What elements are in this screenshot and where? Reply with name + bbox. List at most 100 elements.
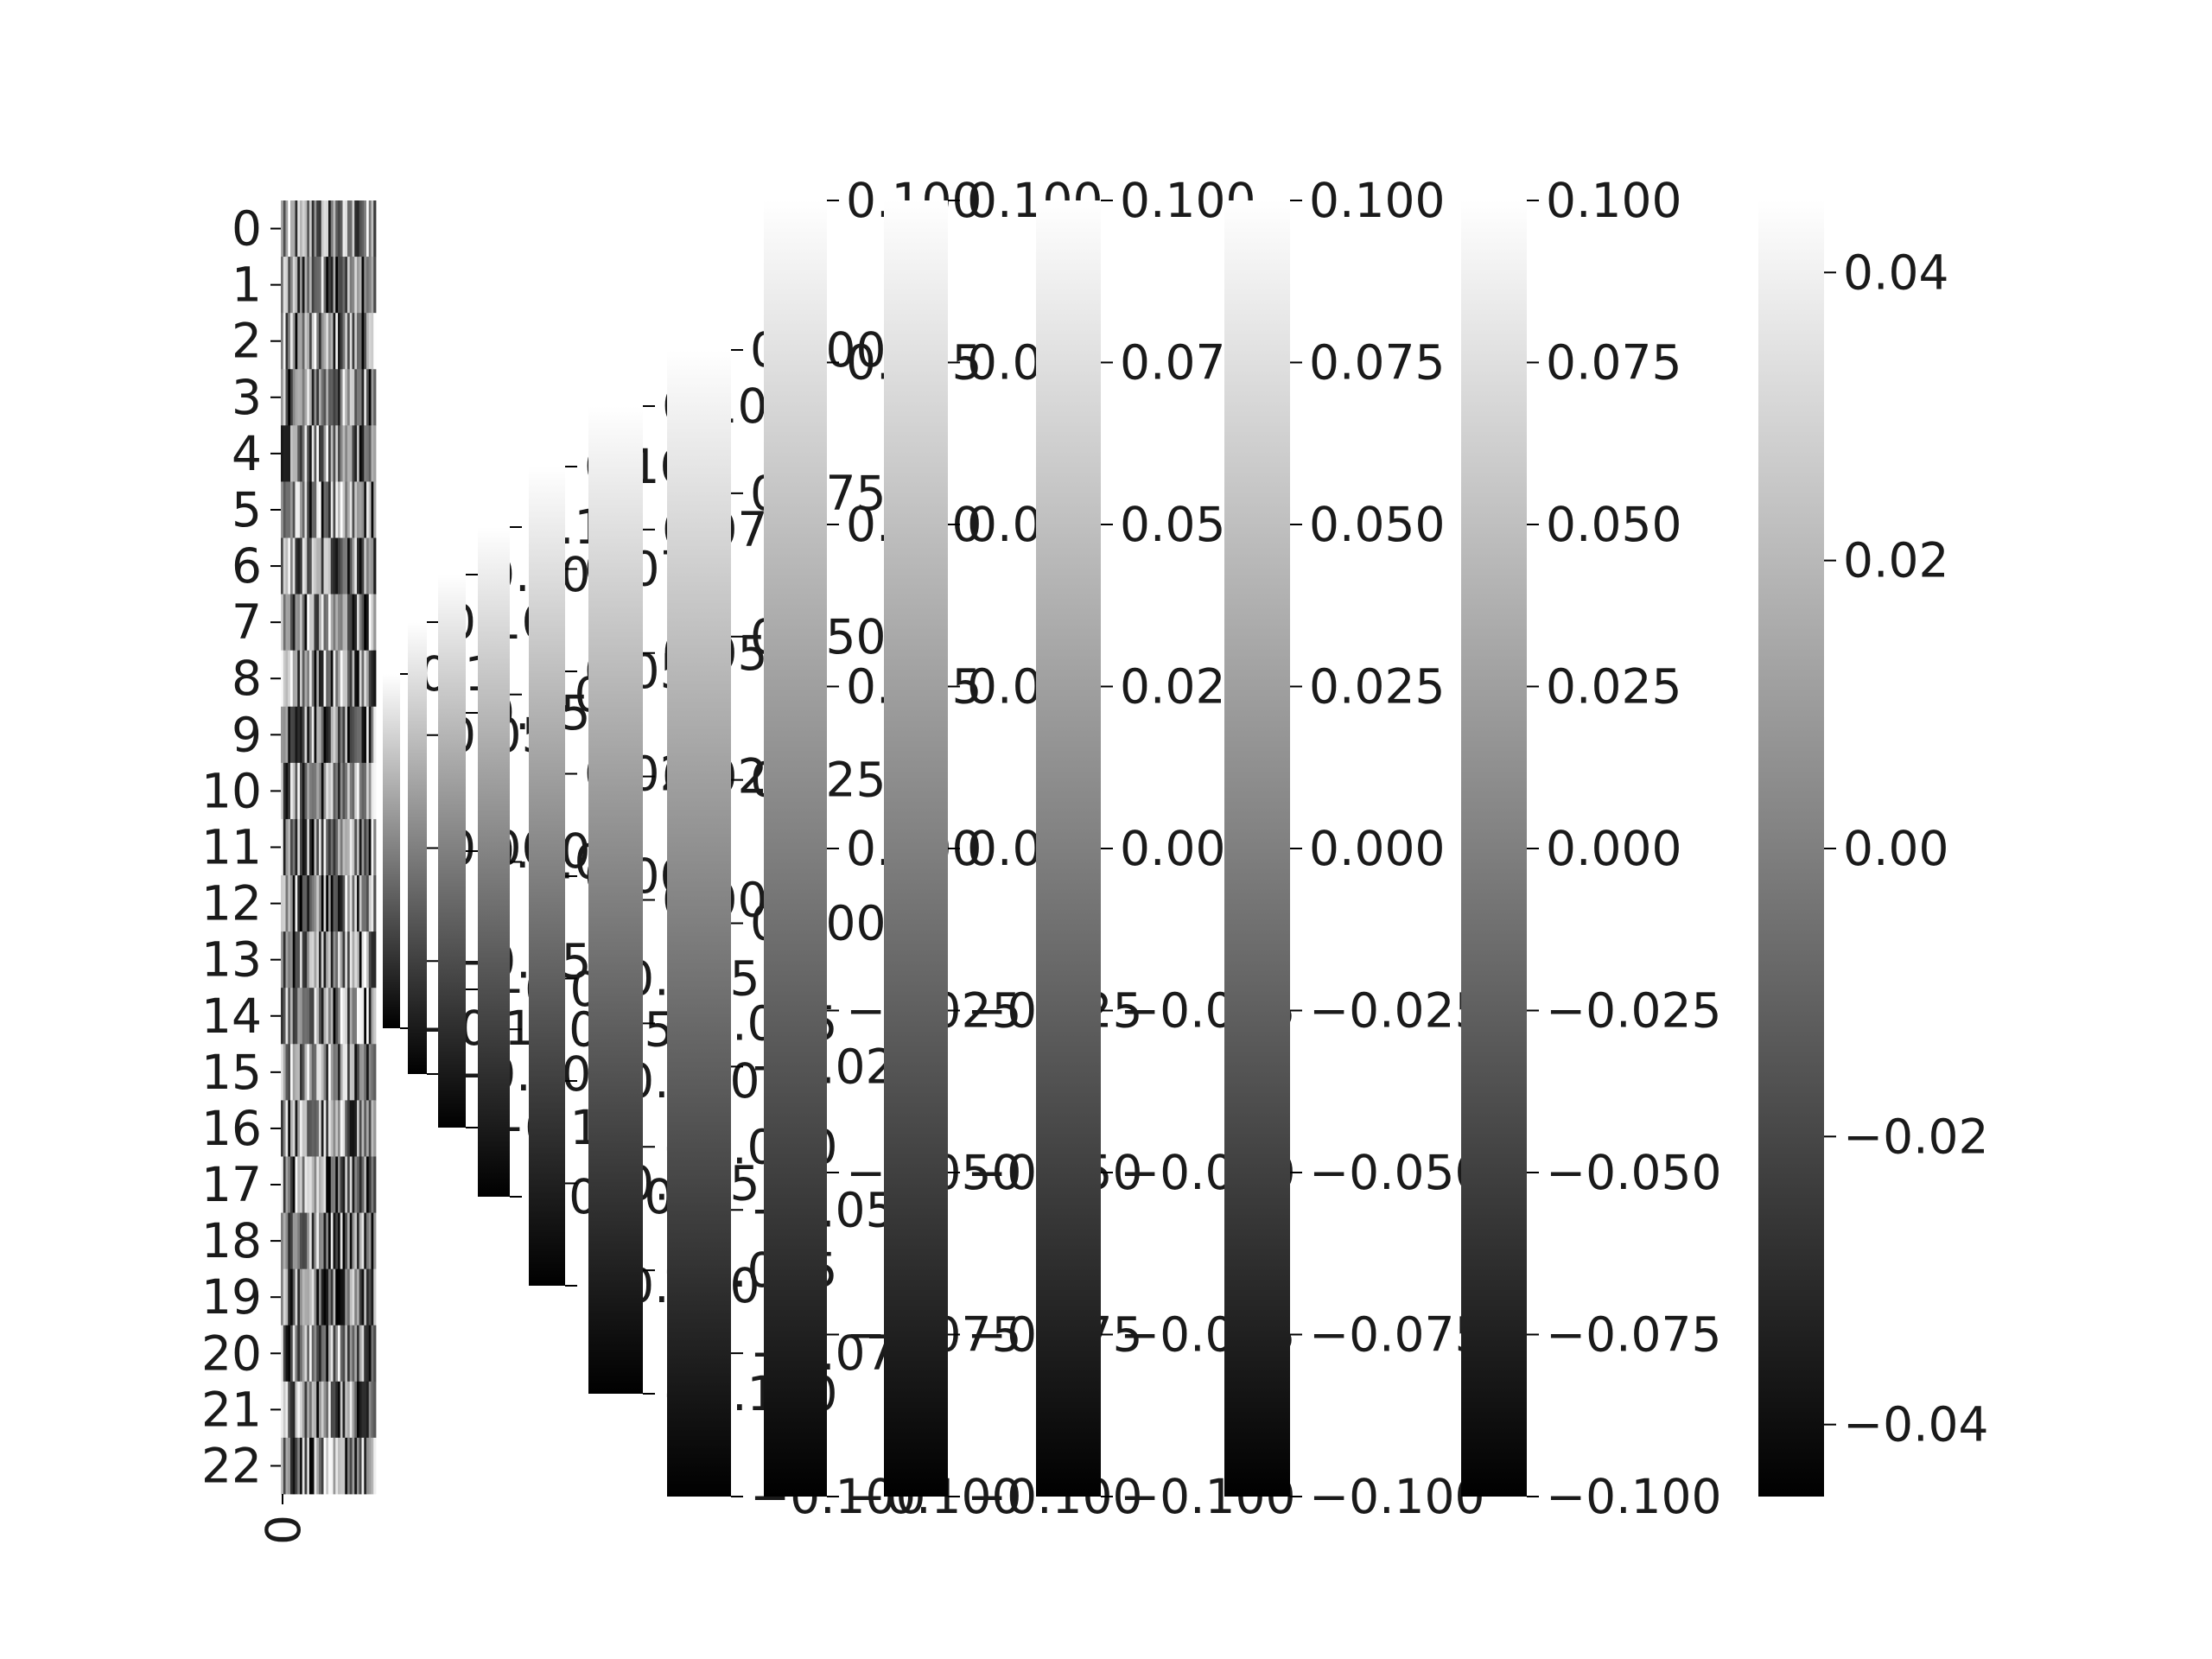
- heatmap-cell: [366, 313, 370, 370]
- heatmap-cell: [335, 1212, 339, 1270]
- heatmap-cell: [359, 1325, 362, 1382]
- heatmap-cell: [323, 650, 327, 708]
- heatmap-cell: [288, 425, 291, 482]
- heatmap-cell: [342, 313, 346, 370]
- heatmap-cell: [366, 650, 370, 708]
- heatmap-cell: [290, 762, 294, 820]
- heatmap-cell: [314, 537, 317, 595]
- heatmap-cell: [288, 875, 291, 932]
- heatmap-cell: [321, 481, 324, 538]
- heatmap-cell: [357, 1268, 360, 1326]
- heatmap-cell: [347, 200, 351, 257]
- heatmap-cell: [340, 257, 343, 314]
- heatmap-cell: [288, 1381, 291, 1439]
- heatmap-cell: [290, 481, 294, 538]
- heatmap-cell: [323, 1381, 327, 1439]
- heatmap-cell: [347, 481, 351, 538]
- heatmap-cell: [297, 988, 301, 1045]
- heatmap-cell: [359, 762, 362, 820]
- heatmap-cell: [307, 1156, 310, 1213]
- heatmap-cell: [288, 481, 291, 538]
- heatmap-cell: [373, 537, 377, 595]
- heatmap-cell: [323, 931, 327, 988]
- heatmap-cell: [368, 1100, 372, 1157]
- heatmap-cell: [292, 594, 296, 652]
- heatmap-cell: [290, 1044, 294, 1101]
- heatmap-cell: [328, 200, 332, 257]
- heatmap-cell: [316, 706, 320, 764]
- heatmap-cell: [316, 1044, 320, 1101]
- heatmap-cell: [338, 1044, 341, 1101]
- heatmap-cell: [302, 818, 305, 876]
- heatmap-cell: [316, 425, 320, 482]
- heatmap-cell: [354, 1156, 358, 1213]
- heatmap-cell: [328, 875, 332, 932]
- heatmap-cell: [314, 1156, 317, 1213]
- heatmap-cell: [288, 1100, 291, 1157]
- heatmap-cell: [319, 1100, 322, 1157]
- heatmap-cell: [361, 200, 365, 257]
- heatmap-cell: [309, 425, 313, 482]
- heatmap-cell: [357, 650, 360, 708]
- heatmap-cell: [345, 481, 348, 538]
- heatmap-cell: [283, 875, 286, 932]
- heatmap-cell: [345, 818, 348, 876]
- heatmap-cell: [345, 1325, 348, 1382]
- heatmap-cell: [316, 1100, 320, 1157]
- heatmap-cell: [295, 1100, 298, 1157]
- heatmap-cell: [338, 537, 341, 595]
- heatmap-cell: [304, 1100, 308, 1157]
- heatmap-cell: [281, 594, 284, 652]
- heatmap-cell: [292, 650, 296, 708]
- heatmap-cell: [359, 200, 362, 257]
- heatmap-cell: [311, 1437, 315, 1495]
- heatmap-cell: [345, 257, 348, 314]
- heatmap-cell: [349, 1268, 353, 1326]
- heatmap-cell: [290, 1100, 294, 1157]
- heatmap-cell: [333, 1325, 336, 1382]
- heatmap-cell: [361, 650, 365, 708]
- y-tick-label: 21: [201, 1382, 262, 1437]
- heatmap-cell: [352, 762, 355, 820]
- heatmap-cell: [366, 1381, 370, 1439]
- heatmap-cell: [302, 988, 305, 1045]
- heatmap-cell: [371, 931, 374, 988]
- heatmap-cell: [368, 594, 372, 652]
- heatmap-cell: [373, 988, 377, 1045]
- heatmap-cell: [352, 1268, 355, 1326]
- heatmap-cell: [354, 313, 358, 370]
- heatmap-cell: [361, 706, 365, 764]
- heatmap-cell: [371, 1437, 374, 1495]
- heatmap-cell: [307, 369, 310, 426]
- heatmap-cell: [321, 425, 324, 482]
- heatmap-cell: [309, 988, 313, 1045]
- heatmap-cell: [283, 650, 286, 708]
- heatmap-cell: [342, 257, 346, 314]
- heatmap-cell: [330, 1100, 334, 1157]
- heatmap-cell: [316, 875, 320, 932]
- heatmap-cell: [373, 1100, 377, 1157]
- heatmap-cell: [326, 313, 329, 370]
- heatmap-cell: [311, 1044, 315, 1101]
- heatmap-cell: [347, 875, 351, 932]
- heatmap-cell: [352, 988, 355, 1045]
- colorbar-tick-label: −0.075: [1546, 1307, 1722, 1363]
- heatmap-cell: [304, 762, 308, 820]
- heatmap-cell: [302, 369, 305, 426]
- heatmap-cell: [316, 1325, 320, 1382]
- heatmap-cell: [288, 1325, 291, 1382]
- heatmap-cell: [319, 1381, 322, 1439]
- heatmap-cell: [285, 481, 289, 538]
- colorbar-tick-label: −0.100: [1309, 1469, 1485, 1524]
- heatmap-cell: [323, 1156, 327, 1213]
- heatmap-cell: [311, 257, 315, 314]
- heatmap-cell: [316, 1437, 320, 1495]
- heatmap-cell: [302, 481, 305, 538]
- heatmap-cell: [352, 425, 355, 482]
- heatmap-cell: [290, 875, 294, 932]
- heatmap-cell: [319, 706, 322, 764]
- heatmap-cell: [297, 931, 301, 988]
- y-tick-label: 5: [232, 482, 262, 537]
- heatmap-cell: [283, 988, 286, 1045]
- heatmap-cell: [323, 537, 327, 595]
